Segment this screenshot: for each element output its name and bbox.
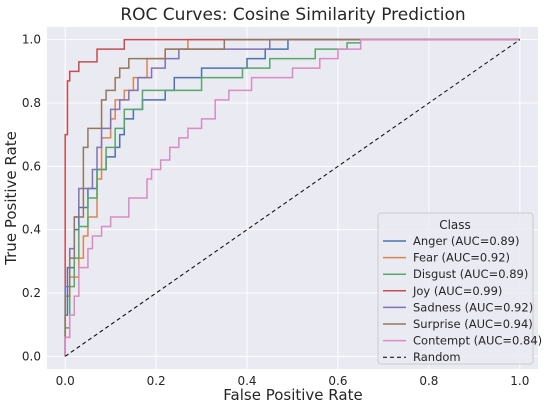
y-axis-label: True Positive Rate [2,131,20,266]
legend-entry-label: Joy (AUC=0.99) [412,284,502,298]
grid-lines [47,27,538,369]
x-tick-label: 0.0 [56,374,75,388]
legend-entry-label: Random [413,350,461,364]
chart-title: ROC Curves: Cosine Similarity Prediction [120,5,465,25]
legend-entry-label: Surprise (AUC=0.94) [413,317,533,331]
y-tick-label: 0.4 [22,223,41,237]
legend-entry-label: Fear (AUC=0.92) [413,251,510,265]
y-tick-label: 1.0 [22,33,41,47]
legend-entry-label: Anger (AUC=0.89) [413,234,519,248]
y-tick-labels: 0.0 0.2 0.4 0.6 0.8 1.0 [22,33,41,364]
series-line-surprise [64,38,520,357]
series-line-joy [64,38,520,357]
legend-entries: Anger (AUC=0.89) Fear (AUC=0.92) Disgust (… [383,234,542,364]
y-tick-label: 0.6 [22,159,41,173]
y-tick-label: 0.8 [22,96,41,110]
legend-entry-label: Disgust (AUC=0.89) [413,267,528,281]
x-tick-label: 0.2 [147,374,166,388]
x-tick-label: 0.8 [419,374,438,388]
series-line-random [64,39,521,357]
x-tick-label: 0.6 [328,374,347,388]
legend-entry-label: Contempt (AUC=0.84) [413,334,542,348]
series-lines [64,38,521,357]
y-tick-label: 0.0 [22,349,41,363]
series-line-contempt [64,38,520,357]
legend-entry-label: Sadness (AUC=0.92) [413,300,533,314]
legend-title: Class [439,218,471,232]
y-tick-label: 0.2 [22,286,41,300]
x-axis-label: False Positive Rate [223,386,362,404]
x-tick-label: 1.0 [510,374,529,388]
legend: Class Anger (AUC=0.89) Fear (AUC=0.92) Dis… [377,212,542,365]
series-line-disgust [64,38,520,357]
x-tick-label: 0.4 [237,374,256,388]
x-tick-labels: 0.0 0.2 0.4 0.6 0.8 1.0 [56,374,530,388]
legend-box [377,212,534,365]
